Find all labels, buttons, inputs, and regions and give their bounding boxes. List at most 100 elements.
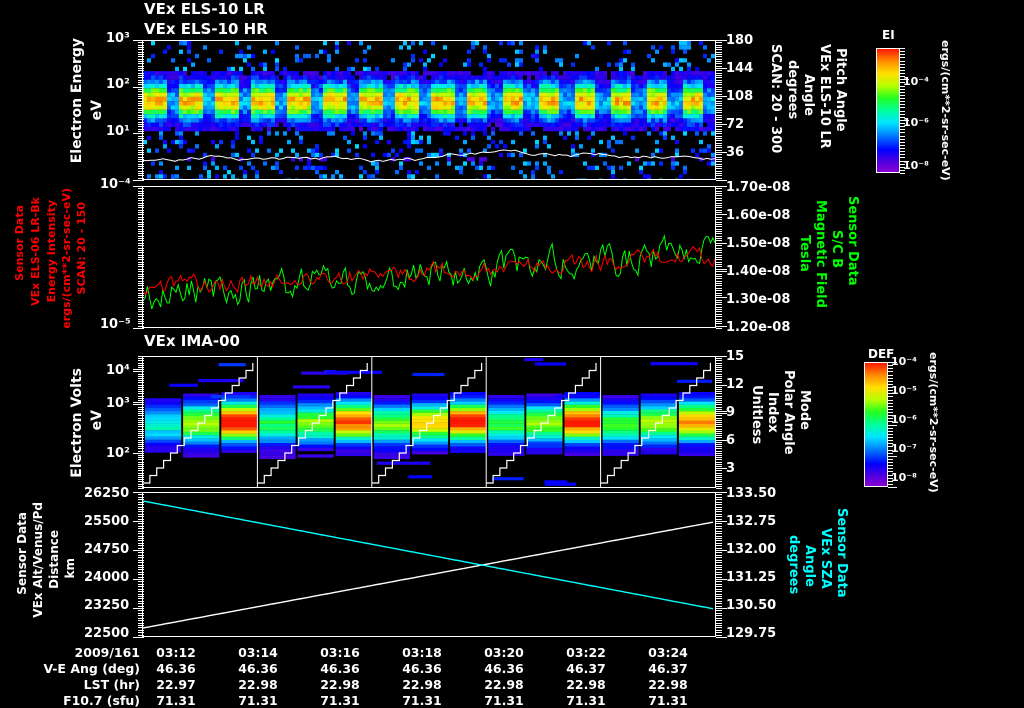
footer-cell-time: 03:18 [402, 645, 442, 660]
panel4-right-tick-5: 129.75 [726, 626, 777, 641]
panel4-left-label-km: km [63, 558, 77, 579]
panel4-traces [143, 493, 715, 636]
panel4-left-label-distance: Distance [47, 530, 61, 589]
footer-cell-lst: 22.98 [320, 677, 360, 692]
footer-cell-ve-ang: 46.36 [402, 661, 442, 676]
panel1-title-lr: VEx ELS-10 LR [144, 0, 265, 18]
footer-cell-time: 03:22 [566, 645, 606, 660]
panel2-right-tick-3: 1.40e-08 [726, 264, 791, 279]
panel2-right-tick-4: 1.30e-08 [726, 292, 791, 307]
colorbar1-tick-2: 10⁻⁸ [903, 159, 929, 172]
panel2-ytick-0: 10⁻⁴ [100, 177, 131, 192]
panel4-ytick-5: 22500 [84, 626, 130, 641]
footer-cell-ve-ang: 46.36 [238, 661, 278, 676]
panel4-right-tick-1: 132.75 [726, 514, 777, 529]
colorbar3-title: DEF [868, 347, 895, 361]
panel1-right-tick-2: 108 [726, 89, 754, 104]
footer-cell-f107: 71.31 [238, 693, 278, 708]
panel3-plot-area[interactable] [142, 356, 716, 488]
colorbar3[interactable] [864, 362, 888, 487]
colorbar1-ticks [900, 48, 910, 174]
colorbar3-tick-1: 10⁻⁵ [891, 384, 917, 397]
panel4-left-ticks [130, 492, 144, 638]
panel3-right-tick-0: 15 [726, 349, 745, 364]
panel2-ytick-1: 10⁻⁵ [100, 317, 131, 332]
panel1-right-tick-4: 36 [726, 145, 745, 160]
panel1-right-label-scan: SCAN: 20 - 300 [768, 44, 783, 154]
panel4-ytick-4: 23250 [84, 598, 130, 613]
panel1-right-tick-1: 144 [726, 61, 754, 76]
panel4-left-label-sensor: Sensor Data [15, 512, 29, 595]
footer-cell-time: 03:12 [156, 645, 196, 660]
panel1-ytick-1: 10² [106, 77, 130, 92]
footer-cell-time: 03:14 [238, 645, 278, 660]
panel2-right-label-tesla: Tesla [797, 235, 812, 272]
panel2-right-tick-1: 1.60e-08 [726, 208, 791, 223]
panel4-right-tick-3: 131.25 [726, 570, 777, 585]
footer-cell-ve-ang: 46.37 [648, 661, 688, 676]
panel2-right-label-scb: S/C B [829, 230, 844, 269]
panel3-right-tick-2: 9 [726, 405, 736, 420]
footer-cell-time: 03:16 [320, 645, 360, 660]
panel4-right-ticks [716, 492, 730, 638]
footer-cell-f107: 71.31 [484, 693, 524, 708]
panel2-right-ticks [716, 186, 730, 329]
panel4-ytick-1: 25500 [84, 514, 130, 529]
panel1-ytick-0: 10³ [106, 31, 130, 46]
colorbar3-units: ergs/(cm**2-sr-sec-eV) [927, 352, 940, 493]
panel4-right-tick-4: 130.50 [726, 598, 777, 613]
footer-cell-lst: 22.98 [566, 677, 606, 692]
panel4-ytick-2: 24750 [84, 542, 130, 557]
panel2-right-tick-2: 1.50e-08 [726, 236, 791, 251]
footer-cell-f107: 71.31 [156, 693, 196, 708]
footer-row-label-f107: F10.7 (sfu) [63, 693, 140, 708]
panel3-right-label-mode: Mode [797, 390, 812, 430]
panel3-right-tick-3: 6 [726, 433, 736, 448]
panel4-right-label-sza: VEx SZA [818, 528, 833, 589]
panel2-right-tick-0: 1.70e-08 [726, 180, 791, 195]
panel4-right-tick-2: 132.00 [726, 542, 777, 557]
panel3-left-axis-label: Electron Volts [69, 368, 85, 478]
panel1-plot-area[interactable] [142, 40, 716, 180]
panel2-left-label-sensor: VEx ELS-06 LR-Bk [29, 197, 42, 306]
panel3-right-label-unitless: Unitless [749, 385, 764, 445]
panel3-ytick-1: 10³ [106, 396, 130, 411]
footer-cell-f107: 71.31 [320, 693, 360, 708]
panel3-right-ticks [716, 356, 730, 489]
colorbar1[interactable] [876, 48, 900, 173]
footer-row-label-lst: LST (hr) [83, 677, 140, 692]
footer-cell-ve-ang: 46.36 [156, 661, 196, 676]
panel4-ytick-3: 24000 [84, 570, 130, 585]
colorbar3-ticks [888, 362, 898, 488]
footer-cell-ve-ang: 46.36 [484, 661, 524, 676]
footer-row-label-date: 2009/161 [74, 645, 140, 660]
panel1-right-tick-3: 72 [726, 117, 745, 132]
colorbar1-title: EI [882, 28, 895, 42]
panel3-ytick-0: 10⁴ [106, 363, 130, 378]
colorbar1-tick-1: 10⁻⁶ [903, 116, 929, 129]
panel4-left-label-alt: VEx Alt/Venus/Pd [31, 502, 45, 618]
panel1-right-label-pitch: Pitch Angle [833, 48, 848, 132]
colorbar1-units: ergs/(cm**2-sr-sec-eV) [939, 40, 952, 181]
panel3-right-tick-1: 12 [726, 377, 745, 392]
panel1-right-label-degrees: degrees [785, 60, 800, 120]
panel4-ytick-0: 26250 [84, 486, 130, 501]
panel4-plot-area[interactable] [142, 492, 716, 637]
footer-cell-lst: 22.98 [484, 677, 524, 692]
panel3-title: VEx IMA-00 [144, 332, 240, 350]
panel3-spectrogram [143, 357, 715, 487]
footer-cell-f107: 71.31 [648, 693, 688, 708]
panel2-traces [143, 187, 715, 327]
panel1-left-axis-label: Electron Energy [69, 38, 85, 164]
panel2-right-tick-5: 1.20e-08 [726, 320, 791, 335]
colorbar3-tick-3: 10⁻⁷ [891, 442, 917, 455]
panel4-right-tick-0: 133.50 [726, 486, 777, 501]
footer-cell-ve-ang: 46.36 [320, 661, 360, 676]
panel2-left-label-scanrange: SCAN: 20 - 150 [75, 202, 88, 295]
panel1-title-hr: VEx ELS-10 HR [144, 20, 268, 38]
panel4-right-label-sensor: Sensor Data [834, 508, 849, 598]
panel2-plot-area[interactable] [142, 186, 716, 328]
panel1-right-tick-0: 180 [726, 33, 754, 48]
colorbar1-tick-0: 10⁻⁴ [903, 75, 929, 88]
